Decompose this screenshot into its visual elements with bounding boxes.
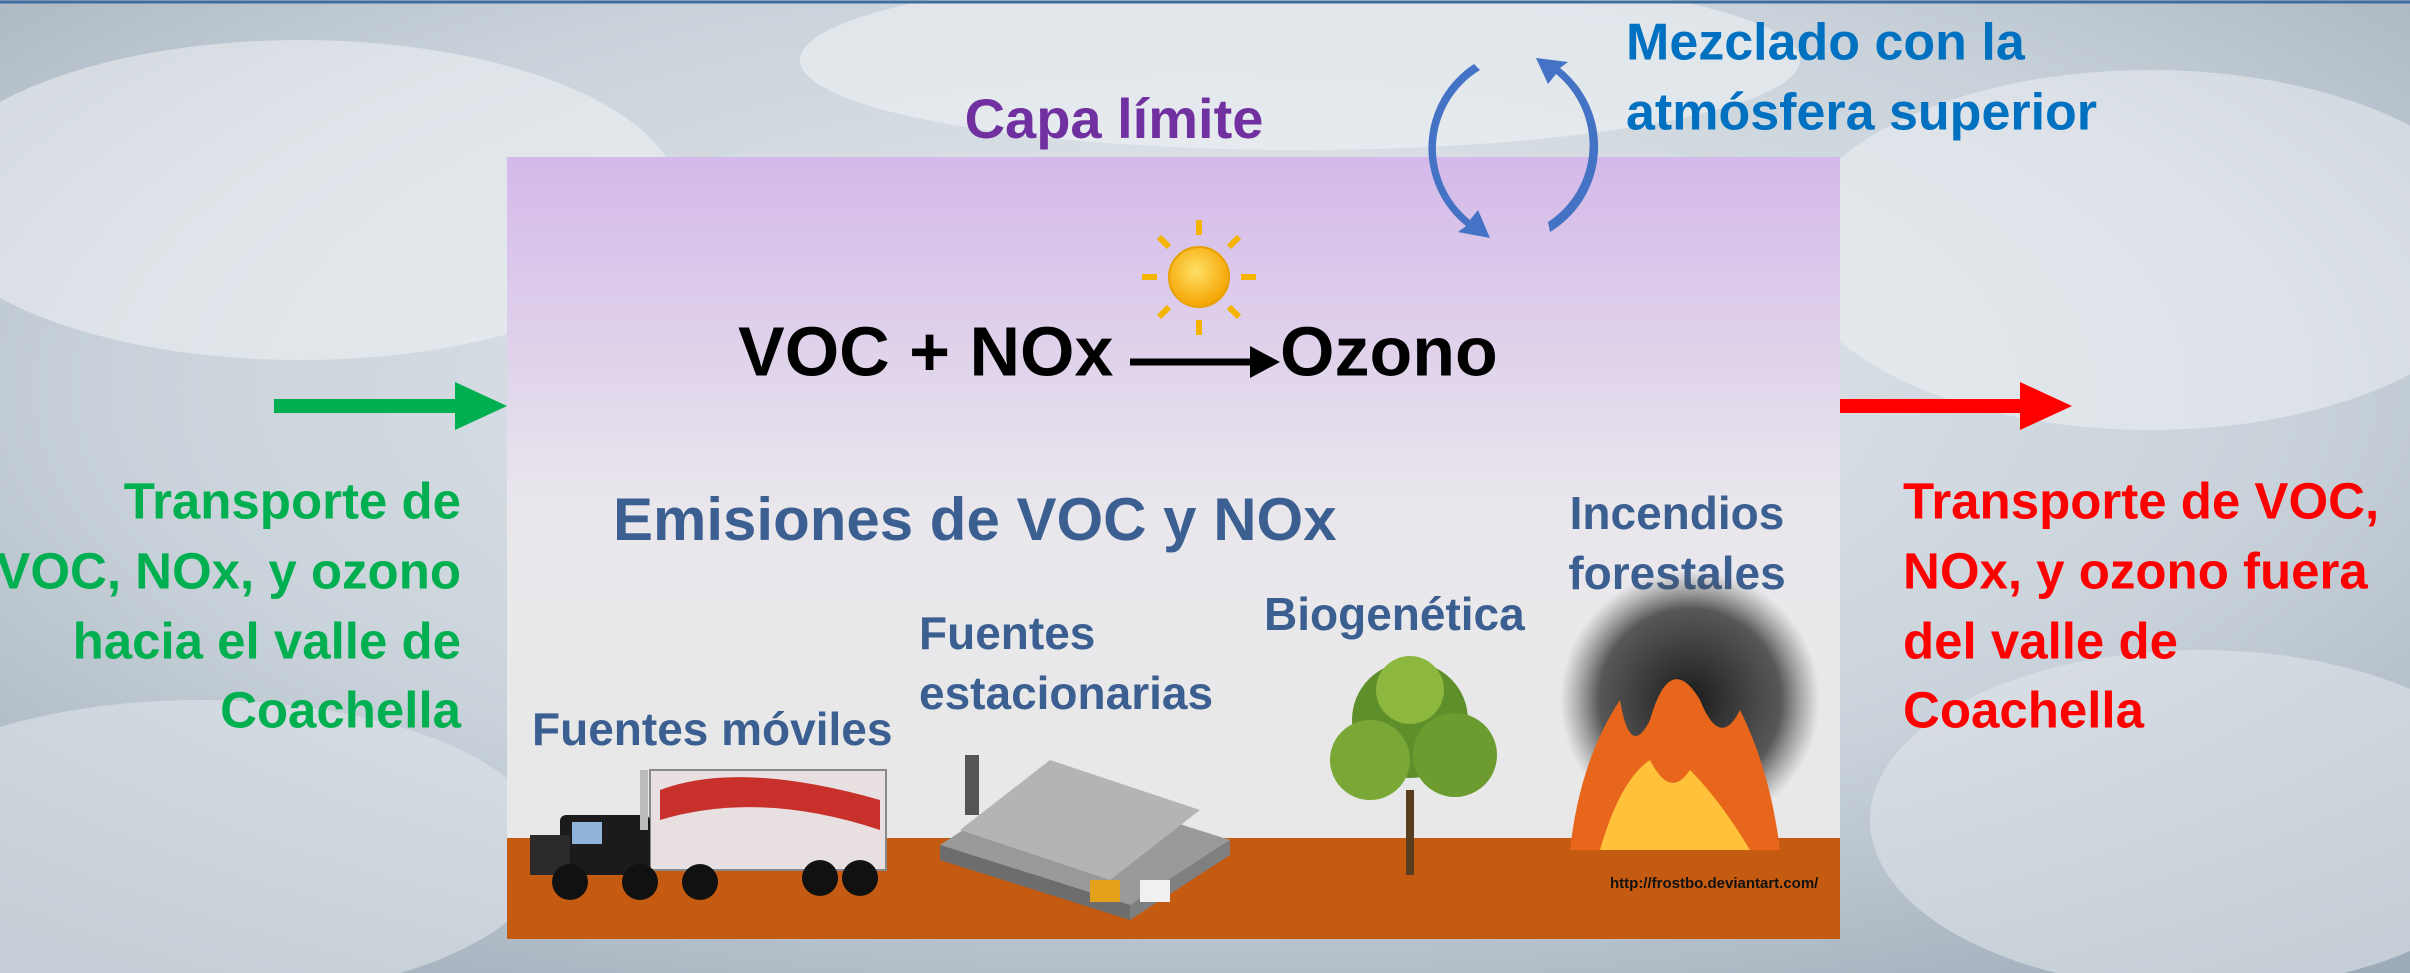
source-label: Incendios bbox=[1570, 487, 1785, 539]
outflow-label: Transporte de VOC, bbox=[1903, 472, 2379, 529]
mixing-label: atmósfera superior bbox=[1626, 84, 2097, 142]
source-label: Fuentes bbox=[919, 607, 1095, 659]
mixing-arrows bbox=[1428, 58, 1599, 238]
inflow-label: Transporte de bbox=[124, 472, 461, 529]
outflow-arrow-head bbox=[2020, 382, 2072, 430]
inflow-label: hacia el valle de bbox=[73, 612, 461, 669]
cloud bbox=[0, 700, 550, 973]
inflow-label: Coachella bbox=[220, 681, 462, 738]
outflow-label: del valle de bbox=[1903, 612, 2178, 669]
cloud bbox=[800, 0, 1800, 150]
inflow-arrow-head bbox=[455, 382, 507, 430]
sun-icon bbox=[1142, 220, 1256, 335]
source-label: estacionarias bbox=[919, 667, 1213, 719]
inflow-label: VOC, NOx, y ozono bbox=[0, 542, 461, 599]
mixing-label: Mezclado con la bbox=[1626, 14, 2026, 72]
source-label: Biogenética bbox=[1264, 588, 1525, 640]
reactants: VOC + NOx bbox=[738, 312, 1113, 390]
fire-icon bbox=[1560, 570, 1820, 850]
product: Ozono bbox=[1280, 312, 1498, 390]
reaction-arrow-head bbox=[1250, 346, 1280, 378]
factory-icon bbox=[940, 755, 1230, 920]
outflow-label: NOx, y ozono fuera bbox=[1903, 542, 2368, 599]
truck-icon bbox=[530, 769, 887, 900]
tree-icon bbox=[1330, 656, 1497, 875]
boundary-layer-label: Capa límite bbox=[965, 87, 1264, 150]
emissions-title: Emisiones de VOC y NOx bbox=[613, 486, 1337, 553]
outflow-label: Coachella bbox=[1903, 681, 2145, 738]
cloud bbox=[1870, 650, 2410, 973]
source-label: Fuentes móviles bbox=[532, 703, 892, 755]
cloud bbox=[1790, 70, 2410, 430]
image-credit: http://frostbo.deviantart.com/ bbox=[1610, 875, 1819, 892]
